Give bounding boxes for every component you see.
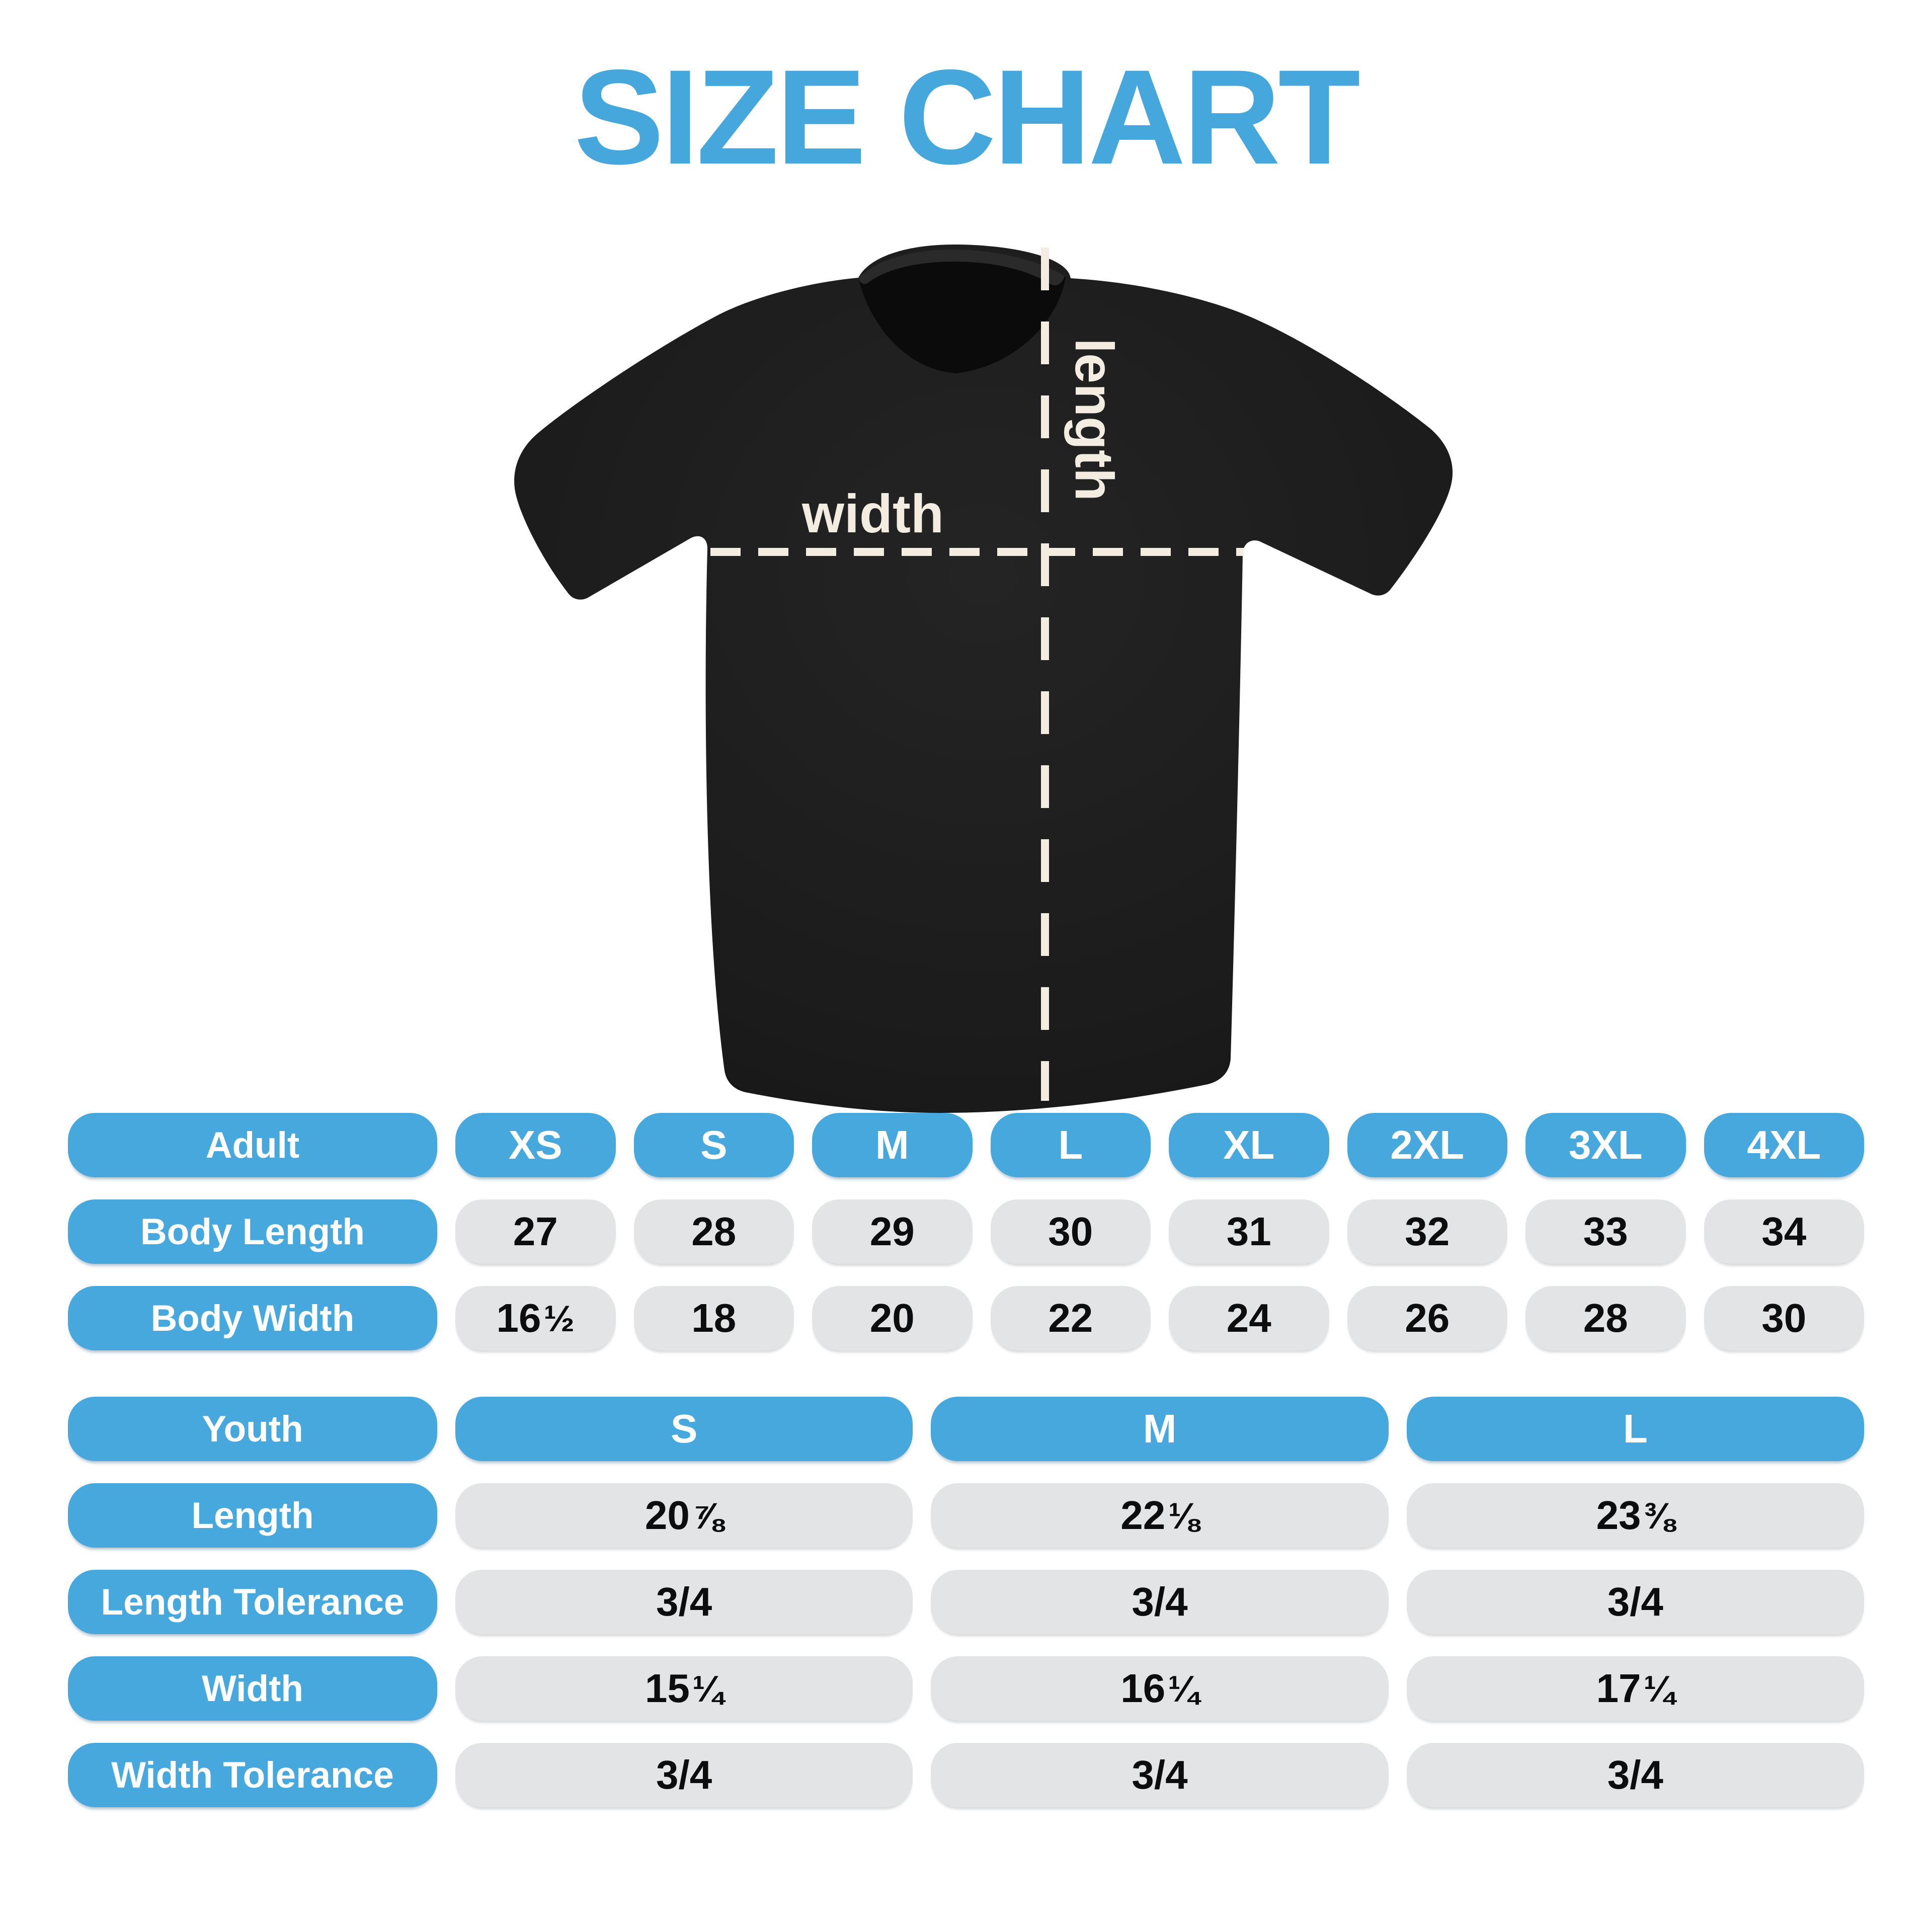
body-width-4xl: 30 — [1704, 1286, 1864, 1350]
youth-width-tolerance-l: 3/4 — [1406, 1743, 1864, 1807]
youth-length-tolerance-m: 3/4 — [931, 1570, 1389, 1634]
adult-size-xs: XS — [455, 1113, 616, 1177]
youth-length-m: 22 ⅛ — [931, 1483, 1389, 1548]
youth-size-s: S — [455, 1397, 913, 1461]
youth-width-tolerance-s: 3/4 — [455, 1743, 913, 1807]
body-width-2xl: 26 — [1347, 1286, 1507, 1350]
youth-size-m: M — [931, 1397, 1389, 1461]
tshirt-measurement-diagram: width length — [514, 245, 1453, 1113]
size-tables: Adult XS S M L XL 2XL 3XL 4XL Body Lengt… — [68, 1113, 1864, 1807]
adult-size-2xl: 2XL — [1347, 1113, 1507, 1177]
youth-table-header: Youth — [68, 1397, 437, 1461]
youth-length-s: 20 ⅞ — [455, 1483, 913, 1548]
youth-length-tolerance-s: 3/4 — [455, 1570, 913, 1634]
adult-size-4xl: 4XL — [1704, 1113, 1864, 1177]
body-width-m: 20 — [812, 1286, 973, 1350]
youth-size-table: Youth S M L Length 20 ⅞ 22 ⅛ 23 ⅜ Length To… — [68, 1397, 1864, 1807]
body-length-3xl: 33 — [1525, 1199, 1686, 1264]
adult-size-l: L — [990, 1113, 1151, 1177]
youth-row-label-width-tolerance: Width Tolerance — [68, 1743, 437, 1807]
page-title: SIZE CHART — [574, 41, 1360, 192]
youth-row-label-length: Length — [68, 1483, 437, 1548]
body-length-2xl: 32 — [1347, 1199, 1507, 1264]
body-width-s: 18 — [633, 1286, 794, 1350]
body-length-s: 28 — [633, 1199, 794, 1264]
body-length-xl: 31 — [1169, 1199, 1329, 1264]
youth-row-label-width: Width — [68, 1656, 437, 1721]
adult-table-header: Adult — [68, 1113, 437, 1177]
youth-size-l: L — [1406, 1397, 1864, 1461]
body-length-m: 29 — [812, 1199, 973, 1264]
tshirt-collar-band — [858, 250, 1065, 286]
youth-width-tolerance-m: 3/4 — [931, 1743, 1389, 1807]
youth-row-label-length-tolerance: Length Tolerance — [68, 1570, 437, 1634]
youth-width-m: 16 ¼ — [931, 1656, 1389, 1721]
adult-size-3xl: 3XL — [1525, 1113, 1686, 1177]
body-length-4xl: 34 — [1704, 1199, 1864, 1264]
youth-length-tolerance-l: 3/4 — [1406, 1570, 1864, 1634]
tshirt-silhouette — [514, 245, 1453, 1113]
youth-width-l: 17 ¼ — [1406, 1656, 1864, 1721]
tshirt-collar-opening — [858, 251, 1066, 373]
adult-size-xl: XL — [1169, 1113, 1329, 1177]
body-width-3xl: 28 — [1525, 1286, 1686, 1350]
adult-row-label-body-length: Body Length — [68, 1199, 437, 1264]
body-width-xs: 16 ½ — [455, 1286, 616, 1350]
adult-row-label-body-width: Body Width — [68, 1286, 437, 1350]
adult-size-table: Adult XS S M L XL 2XL 3XL 4XL Body Lengt… — [68, 1113, 1864, 1350]
body-length-l: 30 — [990, 1199, 1151, 1264]
youth-length-l: 23 ⅜ — [1406, 1483, 1864, 1548]
body-width-xl: 24 — [1169, 1286, 1329, 1350]
length-axis-label: length — [1064, 338, 1125, 501]
adult-size-s: S — [633, 1113, 794, 1177]
body-length-xs: 27 — [455, 1199, 616, 1264]
youth-width-s: 15 ¼ — [455, 1656, 913, 1721]
body-width-l: 22 — [990, 1286, 1151, 1350]
width-axis-label: width — [801, 483, 944, 544]
adult-size-m: M — [812, 1113, 973, 1177]
